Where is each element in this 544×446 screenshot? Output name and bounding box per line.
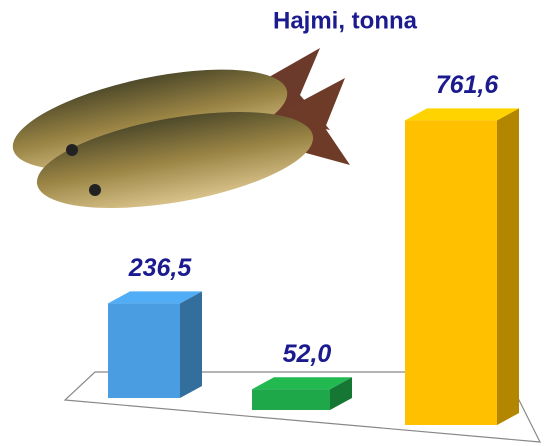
chart: Hajmi, tonna 236,5 52,0 761,6 (0, 0, 544, 446)
bar (405, 120, 497, 425)
bar (252, 389, 330, 410)
value-label: 52,0 (283, 340, 332, 368)
fish-illustration (4, 48, 350, 226)
bar-side (497, 108, 519, 425)
bar-side (180, 291, 202, 398)
value-label: 761,6 (436, 71, 500, 99)
bar (108, 303, 180, 398)
value-label: 236,5 (128, 254, 193, 282)
page: Hajmi, tonna 236,552,0761,6 (() => { con… (0, 0, 544, 446)
chart-title: Hajmi, tonna (273, 7, 418, 34)
